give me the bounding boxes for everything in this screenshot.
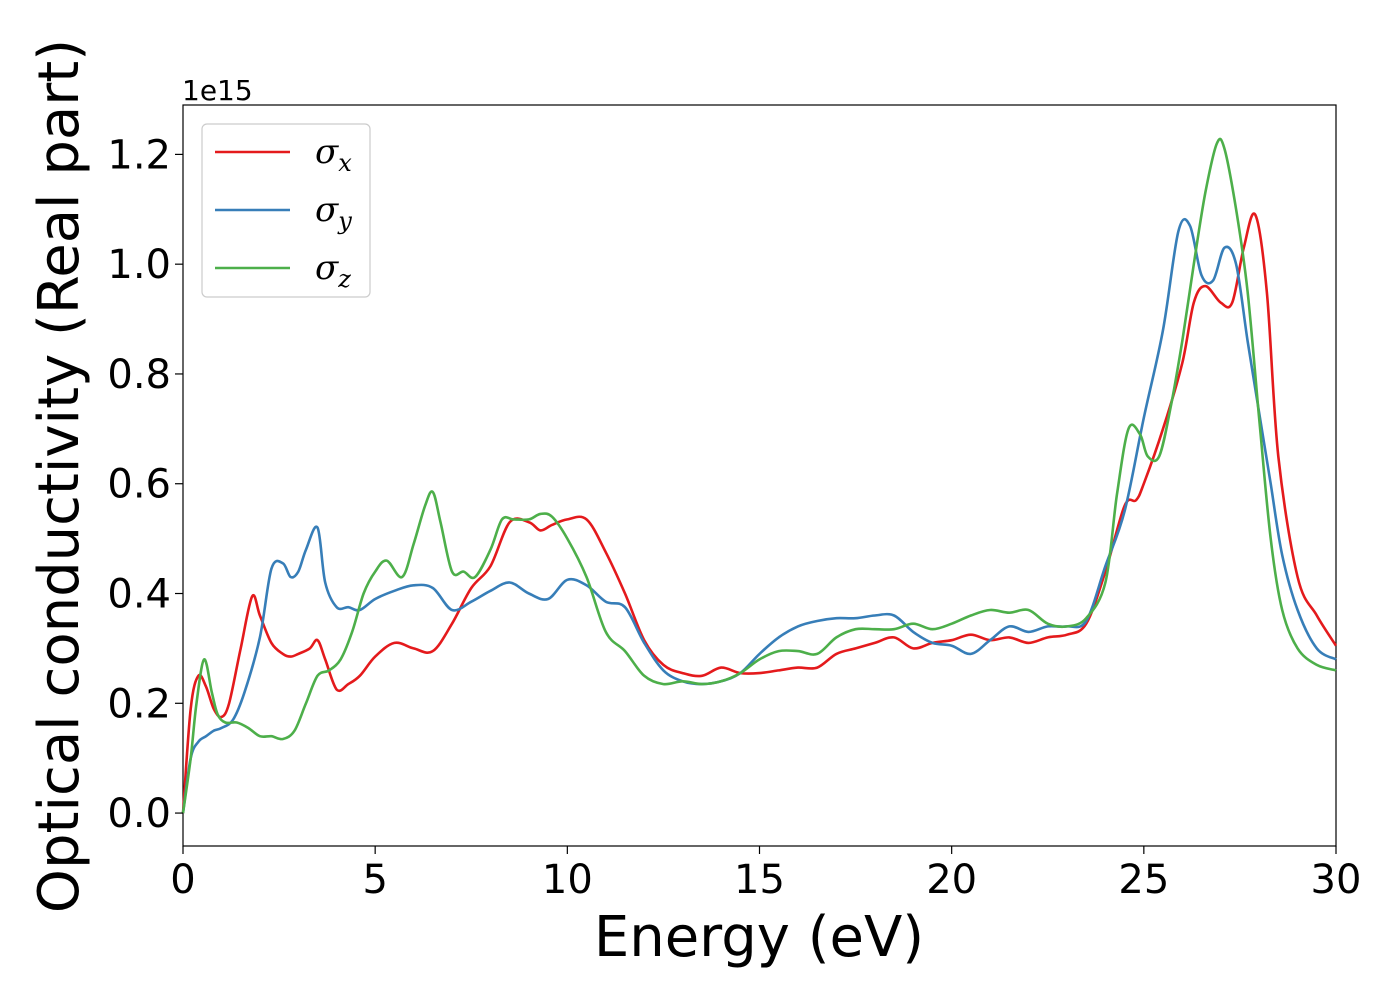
- y-tick-label: 1.0: [107, 242, 171, 288]
- y-offset-label: 1e15: [182, 74, 253, 107]
- y-tick-label: 0.4: [107, 572, 171, 618]
- y-tick-label: 0.8: [107, 352, 171, 398]
- x-tick-label: 30: [1311, 857, 1362, 903]
- y-axis-ticks: 0.0 0.2 0.4 0.6 0.8 1.0 1.2: [107, 132, 183, 837]
- x-axis-title: Energy (eV): [594, 905, 924, 970]
- x-tick-label: 5: [362, 857, 387, 903]
- series-layer: [181, 137, 1338, 814]
- x-tick-label: 10: [542, 857, 593, 903]
- plot-area: [182, 104, 1337, 847]
- y-axis-title: Optical conductivity (Real part): [27, 39, 92, 913]
- y-tick-label: 0.2: [107, 681, 171, 727]
- x-tick-label: 0: [170, 857, 195, 903]
- x-tick-label: 20: [926, 857, 977, 903]
- series-line-sigma-z: [181, 137, 1337, 814]
- x-axis-ticks: 0 5 10 15 20 25 30: [170, 846, 1361, 903]
- x-tick-label: 15: [734, 857, 785, 903]
- y-tick-label: 0.0: [107, 791, 171, 837]
- x-tick-label: 25: [1118, 857, 1169, 903]
- y-tick-label: 0.6: [107, 462, 171, 508]
- y-tick-label: 1.2: [107, 132, 171, 178]
